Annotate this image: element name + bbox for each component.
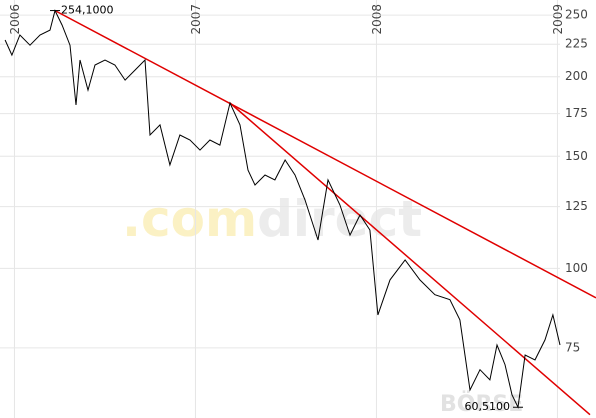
y-tick-label: 250 — [565, 8, 588, 22]
x-tick-label: 2007 — [189, 4, 203, 35]
x-tick-label: 2006 — [8, 4, 22, 35]
trend-line — [229, 102, 591, 416]
y-tick-label: 75 — [565, 340, 580, 354]
annotation-label: 254,1000 — [61, 4, 113, 17]
footer-mark: BÖRSE — [440, 391, 523, 417]
y-tick-label: 225 — [565, 37, 588, 51]
watermark: .comdirect — [122, 190, 422, 248]
y-tick-label: 100 — [565, 261, 588, 275]
x-tick-label: 2008 — [370, 4, 384, 35]
y-tick-label: 150 — [565, 149, 588, 163]
price-line — [4, 9, 561, 409]
y-tick-label: 175 — [565, 106, 588, 120]
trend-line — [54, 9, 596, 299]
annotation-label: 60,5100 — [464, 400, 510, 413]
watermark-part: direct — [257, 190, 422, 248]
y-tick-label: 125 — [565, 199, 588, 213]
x-tick-label: 2009 — [551, 4, 565, 35]
y-tick-label: 200 — [565, 69, 588, 83]
watermark-part: .com — [122, 190, 257, 248]
